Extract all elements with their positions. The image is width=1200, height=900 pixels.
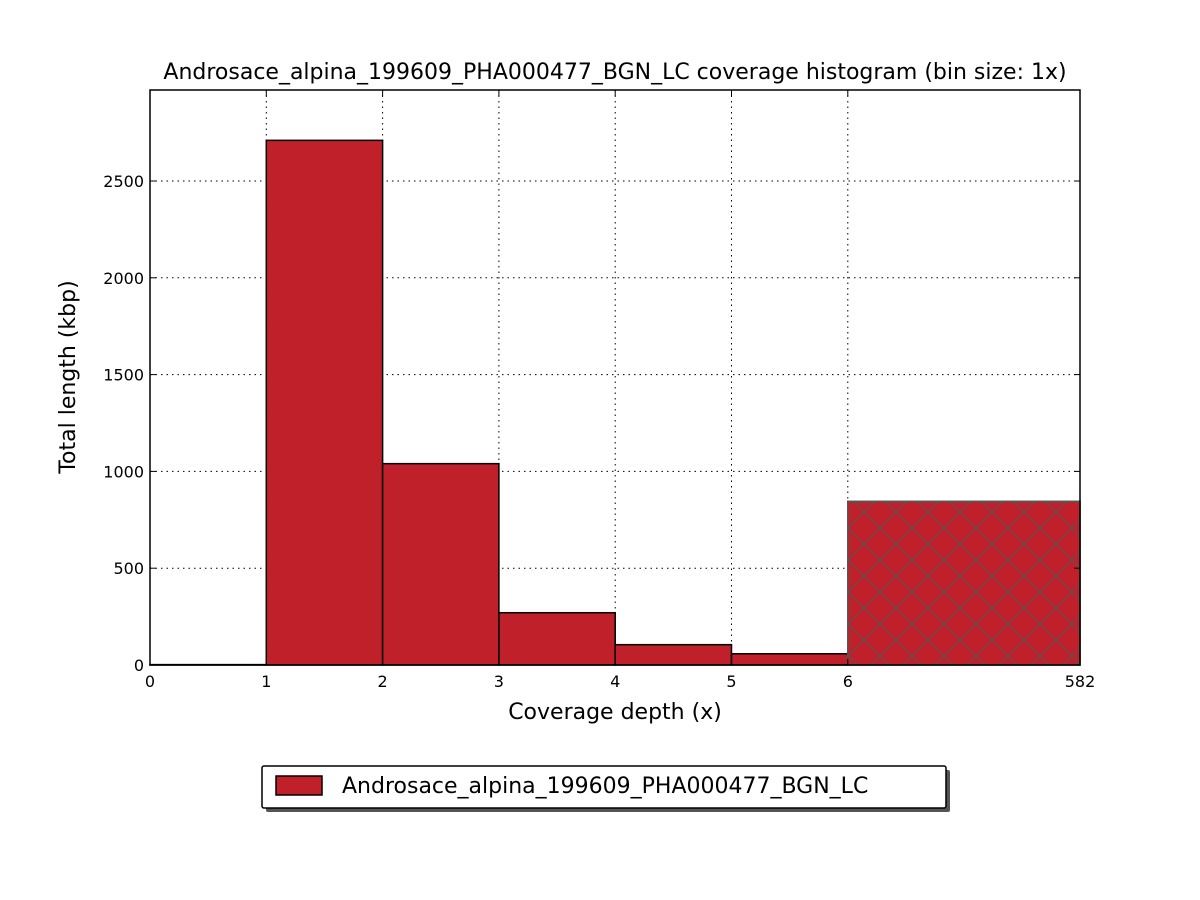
histogram-bar [730, 653, 849, 666]
y-axis-ticks: 0 500 1000 1500 2000 2500 [103, 172, 1080, 675]
plot-area: 0 1 2 3 4 5 6 582 0 500 1000 1500 2000 2500 [103, 89, 1095, 691]
x-tick-label: 2 [378, 672, 388, 691]
y-axis-title: Total length (kbp) [56, 280, 81, 474]
x-tick-label: 3 [494, 672, 504, 691]
x-tick-label: 5 [726, 672, 736, 691]
y-tick-label: 1500 [103, 366, 144, 385]
legend-swatch [275, 775, 323, 796]
y-tick-label: 1000 [103, 462, 144, 481]
x-tick-label: 6 [843, 672, 853, 691]
histogram-bars [149, 139, 1081, 666]
y-tick-label: 2500 [103, 172, 144, 191]
histogram-bar [381, 462, 500, 666]
x-tick-label: 582 [1065, 672, 1096, 691]
chart-title: Androsace_alpina_199609_PHA000477_BGN_LC… [163, 60, 1066, 85]
histogram-bar [614, 643, 733, 666]
legend-box [261, 765, 947, 809]
histogram-bar [498, 611, 616, 666]
histogram-bar-hatch [847, 500, 1081, 666]
y-tick-label: 2000 [103, 269, 144, 288]
x-axis-title: Coverage depth (x) [508, 700, 722, 725]
x-tick-label: 4 [610, 672, 620, 691]
legend: Androsace_alpina_199609_PHA000477_BGN_LC [261, 765, 950, 812]
x-tick-label: 0 [145, 672, 155, 691]
x-axis-ticks: 0 1 2 3 4 5 6 582 [145, 90, 1095, 691]
y-tick-label: 0 [134, 656, 144, 675]
y-tick-label: 500 [113, 559, 144, 578]
x-tick-label: 1 [261, 672, 271, 691]
legend-label: Androsace_alpina_199609_PHA000477_BGN_LC [342, 774, 868, 799]
histogram-bar [265, 139, 384, 666]
